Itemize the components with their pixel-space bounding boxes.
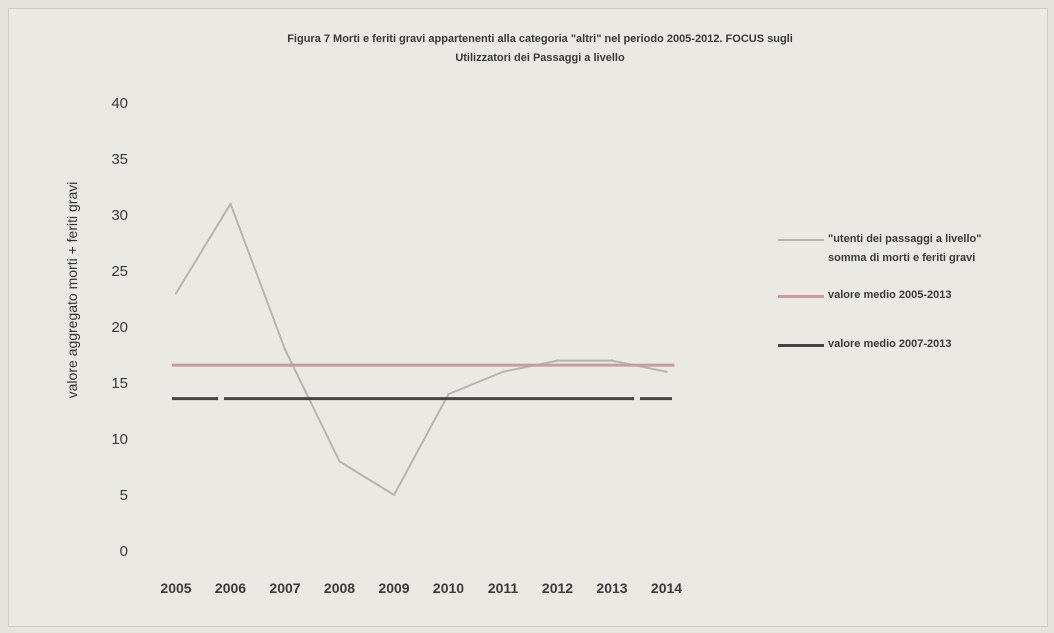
y-tick-label-5: 5 bbox=[120, 487, 128, 504]
data-point-2014 bbox=[665, 370, 668, 373]
x-tick-label-2009: 2009 bbox=[378, 580, 409, 596]
x-tick-label-2011: 2011 bbox=[488, 580, 519, 596]
chart-title-line-1: Figura 7 Morti e feriti gravi appartenen… bbox=[287, 33, 793, 45]
y-tick-label-15: 15 bbox=[111, 375, 128, 392]
data-point-2011 bbox=[501, 370, 505, 373]
x-tick-label-2008: 2008 bbox=[324, 580, 355, 596]
legend-swatch-series-3 bbox=[778, 344, 824, 347]
y-tick-label-30: 30 bbox=[111, 207, 128, 224]
chart-frame bbox=[8, 8, 1048, 627]
legend-label-series-3: valore medio 2007-2013 bbox=[828, 338, 952, 350]
chart-title: Figura 7 Morti e feriti gravi appartenen… bbox=[140, 30, 940, 68]
legend-label-series-1: "utenti dei passaggi a livello" somma di… bbox=[828, 230, 981, 268]
x-tick-label-2006: 2006 bbox=[215, 580, 246, 596]
y-tick-label-20: 20 bbox=[111, 319, 128, 336]
y-tick-label-10: 10 bbox=[111, 431, 128, 448]
data-point-2008 bbox=[338, 460, 341, 463]
legend-label-series-1-line-2: somma di morti e feriti gravi bbox=[828, 252, 976, 264]
legend-label-series-2: valore medio 2005-2013 bbox=[828, 289, 952, 301]
data-point-2007 bbox=[283, 348, 287, 351]
x-tick-label-2014: 2014 bbox=[651, 580, 682, 596]
x-tick-label-2005: 2005 bbox=[160, 580, 191, 596]
chart-title-line-2: Utilizzatori dei Passaggi a livello bbox=[455, 52, 625, 64]
data-point-2009 bbox=[392, 493, 396, 497]
legend-swatch-series-2 bbox=[778, 295, 824, 298]
x-tick-label-2010: 2010 bbox=[433, 580, 464, 596]
y-tick-label-25: 25 bbox=[111, 263, 128, 280]
legend-label-series-1-line-1: "utenti dei passaggi a livello" bbox=[828, 233, 982, 245]
x-tick-label-2012: 2012 bbox=[542, 580, 573, 596]
y-tick-label-40: 40 bbox=[111, 95, 128, 112]
data-point-2006 bbox=[229, 202, 232, 205]
y-tick-label-35: 35 bbox=[111, 151, 128, 168]
data-point-2005 bbox=[174, 292, 178, 295]
y-tick-label-0: 0 bbox=[120, 543, 128, 560]
series-line-utenti bbox=[175, 202, 667, 496]
data-point-2012 bbox=[556, 359, 559, 362]
legend-swatch-series-1 bbox=[778, 239, 824, 241]
data-point-2013 bbox=[610, 359, 614, 362]
data-point-2010 bbox=[447, 393, 450, 396]
x-tick-label-2013: 2013 bbox=[596, 580, 627, 596]
x-tick-label-2007: 2007 bbox=[269, 580, 300, 596]
